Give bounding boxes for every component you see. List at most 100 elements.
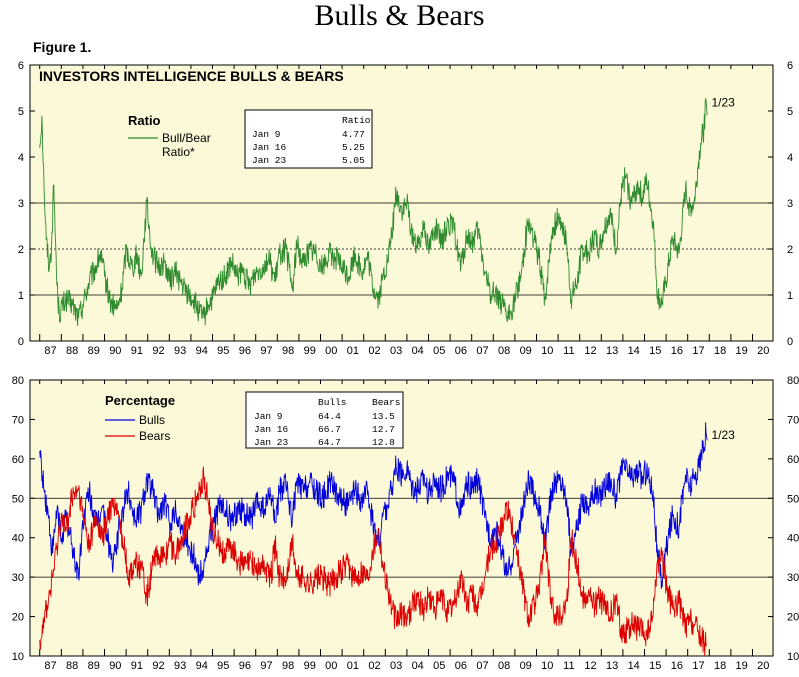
x-tick-label: 05 [433,660,445,672]
x-tick-label: 93 [174,660,186,672]
x-tick-label: 95 [217,660,229,672]
x-tick-label: 11 [563,345,574,357]
x-tick-label: 08 [498,345,510,357]
legend-label: Bulls [139,413,165,427]
table-header: Bulls [318,397,347,408]
x-tick-label: 19 [736,345,748,357]
series-line-bull-bear-ratio- [39,98,708,326]
table-cell: Jan 9 [252,129,281,140]
chart-panel-2: 10 10 20 20 30 30 40 40 50 50 60 60 70 70 80 80 87 88 89 90… [12,375,799,672]
data-table [245,391,404,449]
table-header: Bears [372,397,401,408]
table-cell: 5.25 [342,142,365,153]
y-tick-label-left: 40 [12,533,24,545]
page-title: Bulls & Bears [314,0,485,32]
x-tick-label: 16 [671,345,683,357]
table-cell: Jan 9 [254,411,283,422]
x-tick-label: 91 [131,660,143,672]
x-tick-label: 00 [325,345,337,357]
y-tick-label-left: 10 [12,651,24,663]
x-tick-label: 07 [476,345,488,357]
x-tick-label: 98 [282,660,294,672]
x-tick-label: 06 [455,660,467,672]
y-tick-label-right: 4 [787,152,793,164]
x-tick-label: 02 [368,660,380,672]
y-tick-label-left: 50 [12,493,24,505]
figure-label: Figure 1. [33,39,92,55]
y-tick-label-left: 6 [18,60,24,72]
x-tick-label: 07 [476,660,488,672]
y-tick-label-left: 80 [12,375,24,387]
x-tick-label: 92 [152,345,164,357]
y-tick-label-right: 20 [787,612,799,624]
y-tick-label-right: 70 [787,414,799,426]
x-tick-label: 05 [433,345,445,357]
y-tick-label-left: 2 [18,244,24,256]
y-tick-label-right: 6 [787,60,793,72]
x-tick-label: 88 [66,345,78,357]
table-cell: 5.05 [342,155,365,166]
x-tick-label: 93 [174,345,186,357]
x-tick-label: 90 [109,345,121,357]
table-cell: 4.77 [342,129,365,140]
x-tick-label: 17 [692,345,704,357]
series-line-bulls [39,422,708,589]
x-tick-label: 09 [520,660,532,672]
x-tick-label: 88 [66,660,78,672]
x-tick-label: 97 [260,345,272,357]
x-tick-label: 12 [584,345,596,357]
y-tick-label-left: 70 [12,414,24,426]
x-tick-label: 15 [649,660,661,672]
y-tick-label-left: 3 [18,198,24,210]
x-tick-label: 04 [412,660,424,672]
x-tick-label: 18 [714,660,726,672]
y-tick-label-right: 60 [787,454,799,466]
panel-title: INVESTORS INTELLIGENCE BULLS & BEARS [39,68,344,84]
x-tick-label: 11 [563,660,574,672]
y-tick-label-right: 3 [787,198,793,210]
x-tick-label: 04 [412,345,424,357]
y-tick-label-left: 1 [18,290,24,302]
x-tick-label: 13 [606,345,618,357]
table-cell: 66.7 [318,424,341,435]
x-tick-label: 13 [606,660,618,672]
x-tick-label: 14 [628,660,640,672]
x-tick-label: 08 [498,660,510,672]
x-tick-label: 91 [131,345,143,357]
legend-title: Percentage [105,393,175,408]
x-tick-label: 09 [520,345,532,357]
table-cell: Jan 23 [252,155,287,166]
y-tick-label-left: 4 [18,152,24,164]
x-tick-label: 98 [282,345,294,357]
y-tick-label-right: 50 [787,493,799,505]
end-annotation: 1/23 [711,428,735,442]
y-tick-label-left: 30 [12,572,24,584]
y-tick-label-right: 0 [787,336,793,348]
x-tick-label: 15 [649,345,661,357]
x-tick-label: 94 [196,660,208,672]
x-tick-label: 90 [109,660,121,672]
x-tick-label: 89 [88,345,100,357]
y-tick-label-left: 20 [12,612,24,624]
x-tick-label: 14 [628,345,640,357]
end-annotation: 1/23 [711,95,735,109]
y-tick-label-right: 1 [787,290,793,302]
x-tick-label: 94 [196,345,208,357]
x-tick-label: 02 [368,345,380,357]
x-tick-label: 87 [44,345,56,357]
x-tick-label: 03 [390,660,402,672]
x-tick-label: 92 [152,660,164,672]
x-tick-label: 99 [304,345,316,357]
x-tick-label: 96 [239,345,251,357]
x-tick-label: 17 [692,660,704,672]
legend-label: Ratio* [162,145,195,159]
legend-label: Bears [139,429,170,443]
y-tick-label-right: 5 [787,106,793,118]
y-tick-label-right: 40 [787,533,799,545]
chart-panel-1: 0 01 12 23 34 45 56 687 88 89 90 91 92 93 94 95 96 97 98 99… [18,60,793,357]
x-tick-label: 18 [714,345,726,357]
y-tick-label-left: 0 [18,336,24,348]
y-tick-label-left: 5 [18,106,24,118]
table-cell: 13.5 [372,411,395,422]
x-tick-label: 20 [757,660,769,672]
